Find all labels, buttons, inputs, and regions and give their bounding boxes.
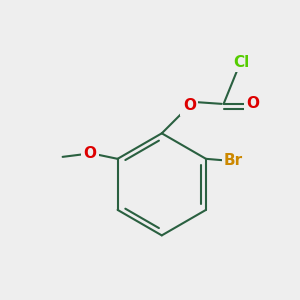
Text: O: O bbox=[84, 146, 97, 161]
Text: O: O bbox=[183, 98, 196, 113]
Text: Cl: Cl bbox=[233, 55, 249, 70]
Text: Br: Br bbox=[224, 153, 243, 168]
Text: O: O bbox=[247, 96, 260, 111]
